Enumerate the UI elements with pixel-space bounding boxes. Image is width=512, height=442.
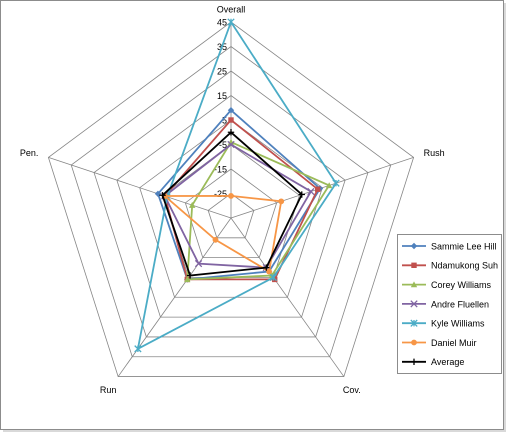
marker [410, 281, 418, 288]
grid-ring [70, 46, 392, 358]
marker [332, 179, 340, 187]
marker [228, 117, 234, 123]
legend-label: Average [431, 357, 464, 367]
category-label: Pen. [20, 148, 39, 158]
axis-tick-label: 25 [217, 66, 227, 76]
marker [228, 193, 234, 199]
series-line [161, 131, 303, 277]
marker [278, 198, 285, 205]
legend-label: Daniel Muir [431, 338, 477, 348]
axis-tick-label: -25 [214, 189, 227, 199]
legend-label: Corey Williams [431, 280, 492, 290]
marker [134, 345, 142, 353]
marker [227, 129, 235, 136]
plot [134, 18, 340, 353]
grid-ring [184, 168, 278, 259]
marker [307, 187, 315, 196]
grid-ring [93, 70, 369, 338]
category-label: Run [100, 385, 117, 395]
marker [184, 276, 191, 283]
marker [269, 273, 277, 282]
grid-ring [47, 21, 415, 377]
grid-ring [116, 95, 346, 318]
grid-ring [207, 193, 255, 239]
marker [410, 358, 418, 365]
spoke [230, 217, 345, 377]
axis-tick-label: -5 [219, 140, 227, 150]
marker [410, 319, 418, 327]
marker [266, 268, 272, 275]
marker [410, 242, 418, 250]
marker [227, 107, 235, 114]
spoke [48, 157, 232, 219]
axis-tick-label: 5 [222, 115, 227, 125]
legend-label: Kyle Williams [431, 319, 485, 329]
axis-tick-label: -15 [214, 164, 227, 174]
series-line [163, 143, 313, 269]
axis-tick-label: 15 [217, 91, 227, 101]
marker [315, 186, 321, 192]
marker [159, 192, 166, 199]
marker [410, 300, 418, 308]
legend-label: Ndamukong Suh [431, 261, 498, 271]
marker [194, 259, 203, 268]
marker [411, 339, 417, 346]
marker [263, 264, 270, 271]
series-line [186, 140, 331, 281]
marker [227, 140, 235, 149]
legend-label: Andre Fluellen [431, 299, 489, 309]
marker [411, 262, 417, 268]
marker [325, 182, 333, 189]
series-line [162, 194, 283, 273]
marker [188, 201, 196, 208]
legend: Sammie Lee Hill Ndamukong Suh Corey Willia… [402, 241, 498, 367]
marker [186, 272, 194, 279]
marker [212, 236, 219, 243]
category-label: Rush [424, 148, 445, 158]
legend-label: Sammie Lee Hill [431, 241, 497, 251]
series-line [136, 20, 338, 351]
category-label: Cov. [343, 385, 361, 395]
marker [298, 191, 305, 198]
category-label: Overall [217, 4, 246, 14]
marker [227, 18, 235, 26]
axis-tick-label: 45 [217, 17, 227, 27]
marker [154, 190, 162, 197]
